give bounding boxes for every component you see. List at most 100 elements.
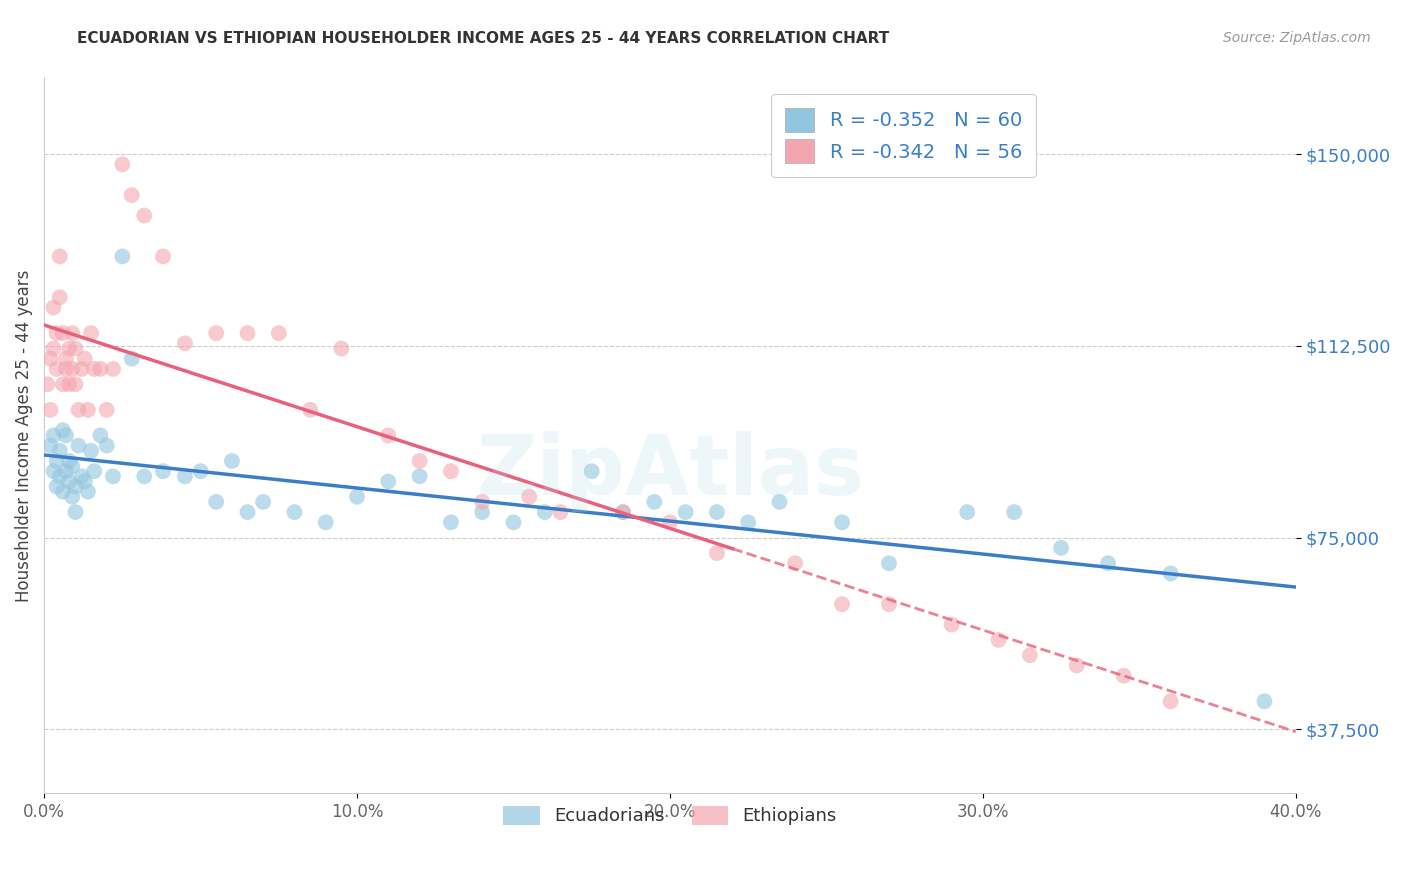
Point [52,423,75,437]
Y-axis label: Householder Income Ages 25 - 44 years: Householder Income Ages 25 - 44 years [15,269,32,601]
Point [517,490,540,504]
Point [111,249,134,263]
Point [1050,541,1073,555]
Point [65,342,87,356]
Point [1253,694,1275,708]
Point [408,454,430,468]
Point [49,290,72,304]
Point [190,464,212,478]
Point [831,597,853,611]
Point [101,469,124,483]
Point [55,362,77,376]
Point [60,490,83,504]
Point [65,505,87,519]
Point [121,351,143,366]
Point [58,454,80,468]
Point [80,443,103,458]
Point [152,464,174,478]
Point [58,342,80,356]
Point [96,402,118,417]
Point [49,443,72,458]
Point [77,484,100,499]
Point [65,377,87,392]
Point [83,464,105,478]
Point [315,516,337,530]
Point [60,459,83,474]
Point [60,362,83,376]
Point [581,464,603,478]
Point [299,402,322,417]
Point [440,516,463,530]
Point [60,326,83,340]
Point [987,632,1010,647]
Point [42,464,65,478]
Point [956,505,979,519]
Point [49,469,72,483]
Point [101,362,124,376]
Point [831,516,853,530]
Point [39,351,62,366]
Point [58,475,80,489]
Point [346,490,368,504]
Point [89,428,111,442]
Point [80,326,103,340]
Point [152,249,174,263]
Point [440,464,463,478]
Point [675,505,697,519]
Point [73,351,96,366]
Point [252,495,274,509]
Point [1097,556,1119,570]
Point [121,188,143,202]
Point [1018,648,1040,663]
Text: Source: ZipAtlas.com: Source: ZipAtlas.com [1223,31,1371,45]
Point [73,475,96,489]
Point [45,479,67,493]
Point [55,464,77,478]
Point [221,454,243,468]
Point [65,479,87,493]
Point [49,249,72,263]
Point [42,342,65,356]
Point [502,516,524,530]
Point [45,454,67,468]
Point [377,428,399,442]
Point [877,556,900,570]
Point [52,326,75,340]
Point [533,505,555,519]
Point [52,484,75,499]
Point [471,495,494,509]
Point [550,505,572,519]
Point [42,301,65,315]
Point [96,439,118,453]
Point [1002,505,1025,519]
Point [768,495,790,509]
Point [1066,658,1088,673]
Point [134,469,156,483]
Point [134,209,156,223]
Point [408,469,430,483]
Point [70,469,93,483]
Point [236,326,259,340]
Point [55,428,77,442]
Point [45,326,67,340]
Point [83,362,105,376]
Point [55,351,77,366]
Point [941,617,963,632]
Point [111,157,134,171]
Point [205,326,228,340]
Point [877,597,900,611]
Point [283,505,305,519]
Point [42,428,65,442]
Point [236,505,259,519]
Point [1160,694,1182,708]
Point [658,516,681,530]
Point [785,556,807,570]
Point [174,336,197,351]
Point [58,377,80,392]
Point [39,402,62,417]
Point [52,377,75,392]
Point [267,326,290,340]
Point [174,469,197,483]
Point [377,475,399,489]
Point [77,402,100,417]
